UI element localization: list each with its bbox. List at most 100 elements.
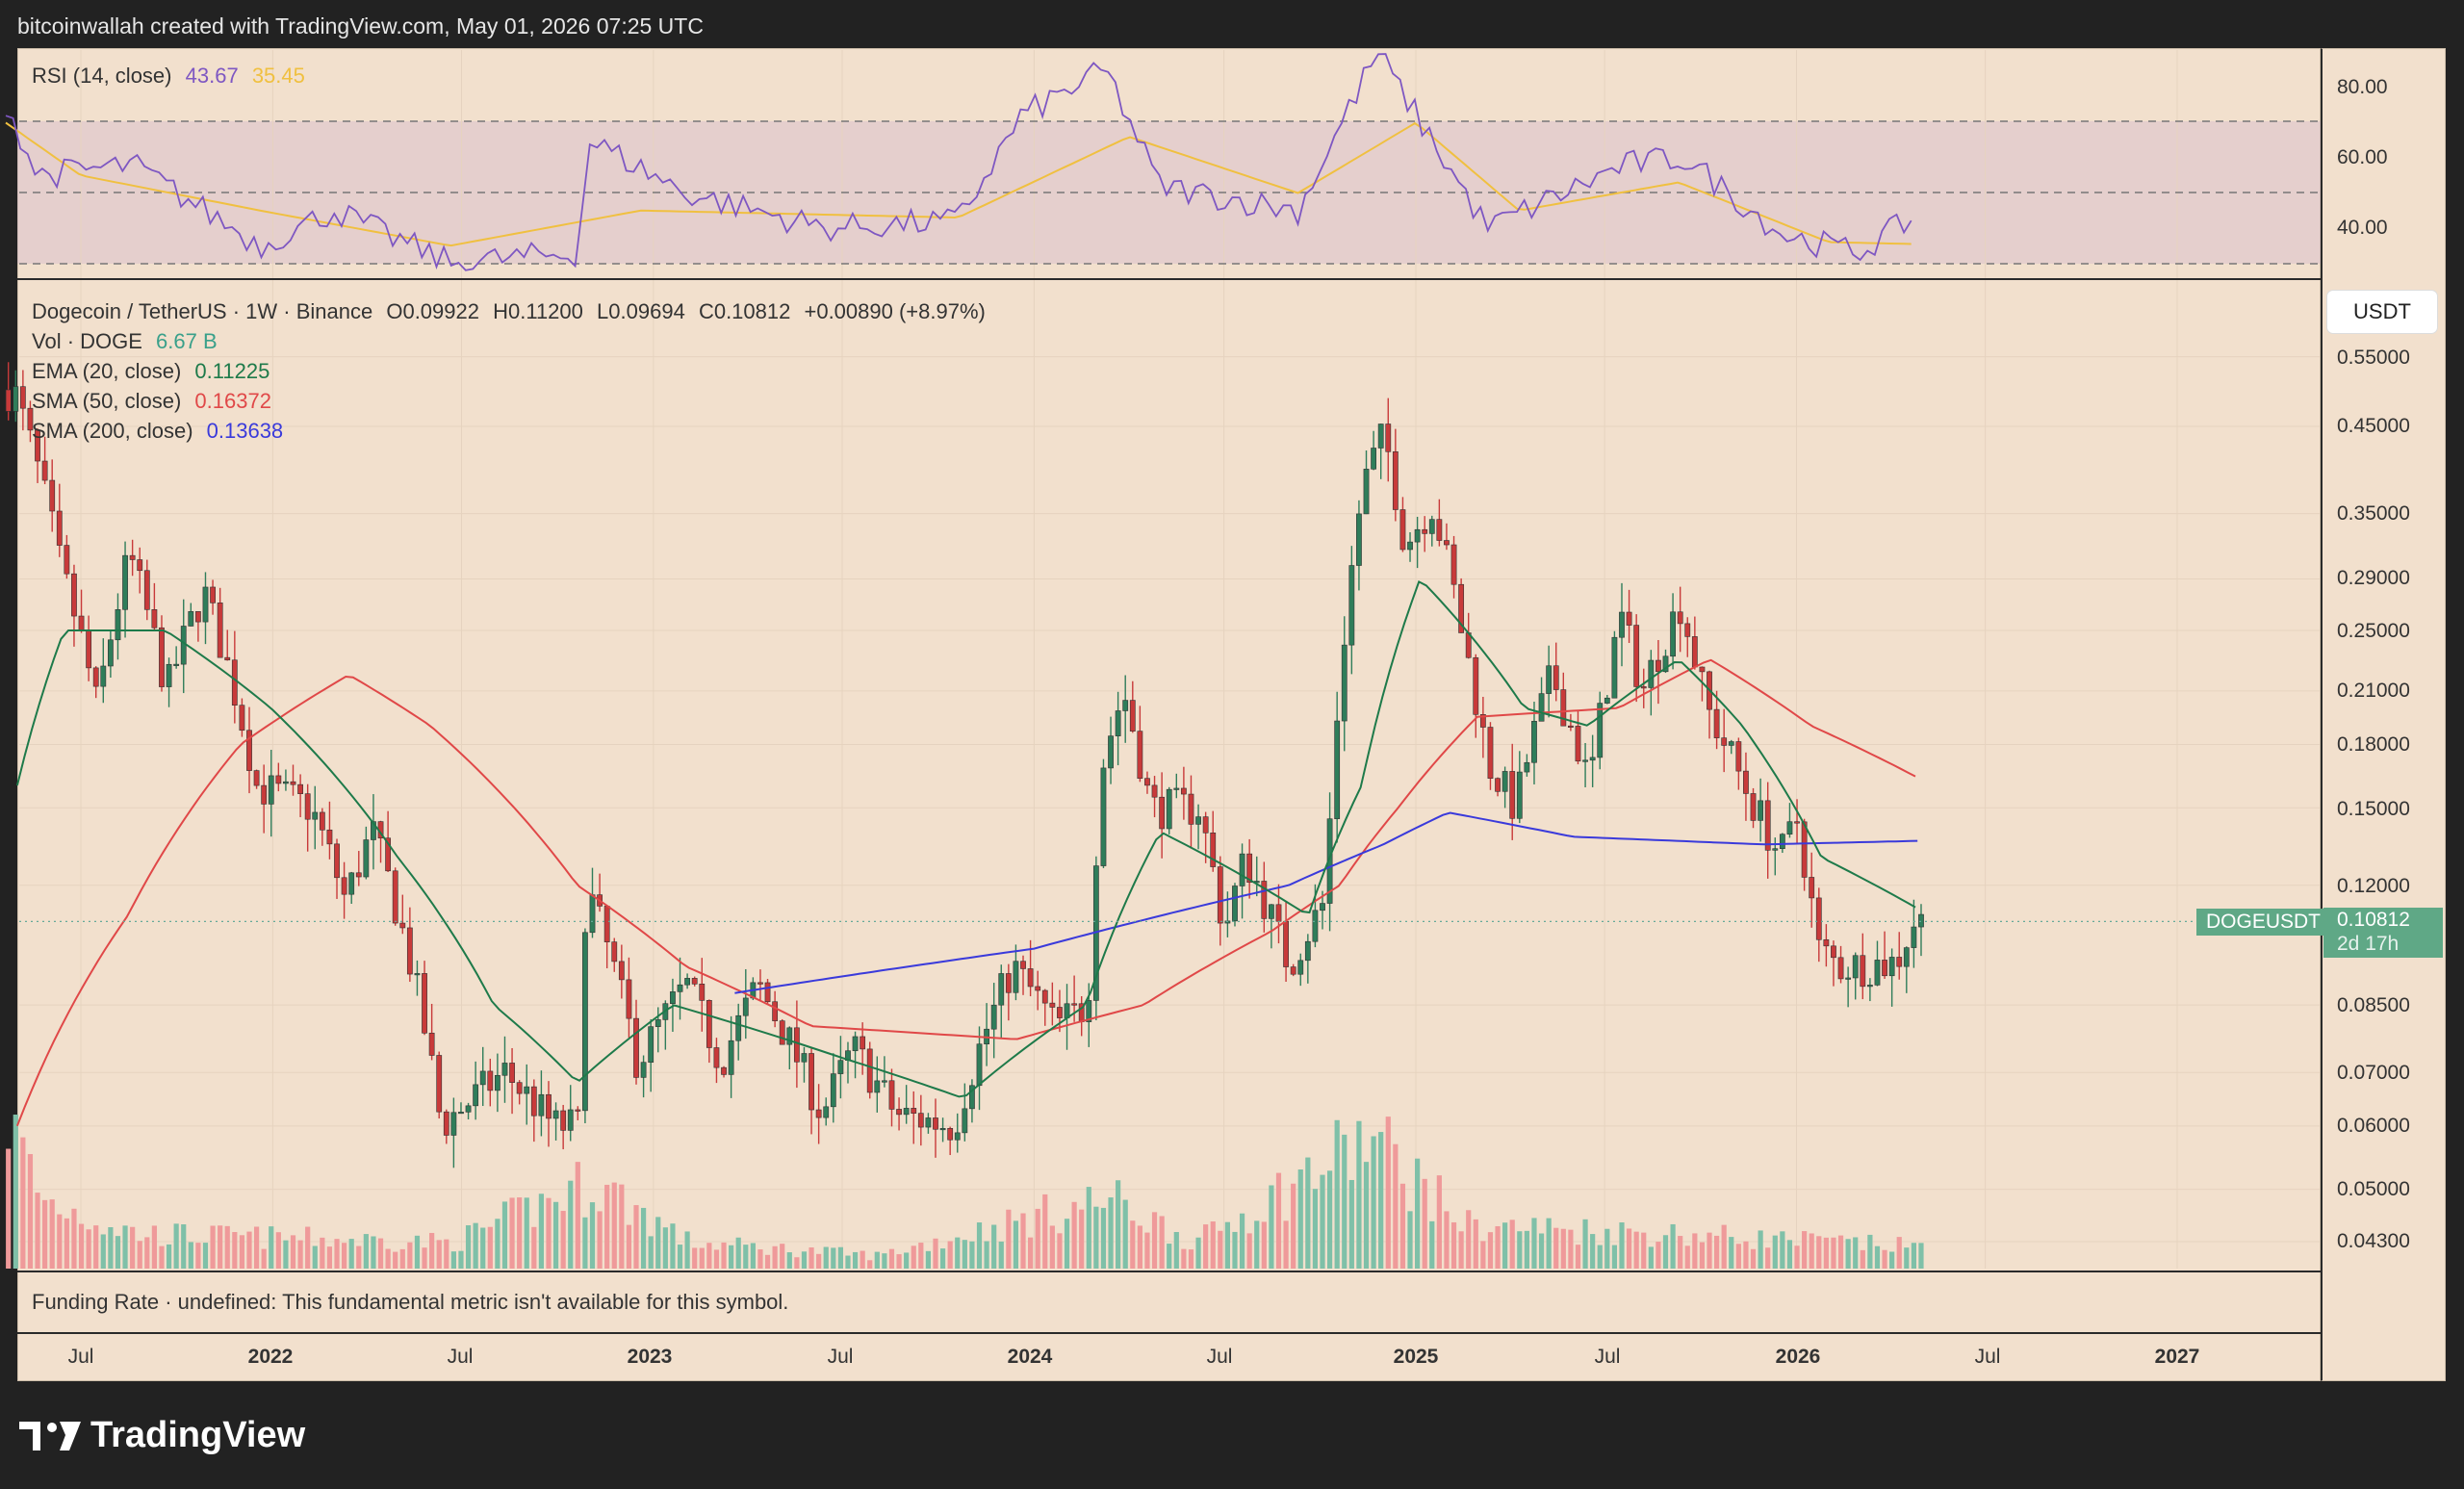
candle-body xyxy=(78,615,85,631)
volume-bar xyxy=(1860,1249,1865,1269)
volume-bar xyxy=(363,1234,369,1269)
candle-body xyxy=(728,1040,734,1075)
candle-body xyxy=(874,1080,881,1093)
volume-bar xyxy=(729,1245,734,1269)
volume-bar xyxy=(1729,1237,1734,1269)
volume-bar xyxy=(1633,1231,1639,1269)
volume-bar xyxy=(1261,1221,1267,1269)
volume-bar xyxy=(232,1232,238,1269)
low-label: L xyxy=(597,299,609,323)
price-axis-label: 0.45000 xyxy=(2337,415,2410,437)
candle-body xyxy=(173,663,180,666)
candle-body xyxy=(699,984,706,1001)
candle-body xyxy=(1304,940,1311,962)
volume-bar xyxy=(1137,1225,1142,1269)
volume-bar xyxy=(1662,1235,1669,1269)
volume-bar xyxy=(1348,1179,1354,1269)
volume-bar xyxy=(1218,1230,1223,1269)
candle-body xyxy=(92,667,99,687)
volume-bar xyxy=(991,1224,997,1269)
candle-body xyxy=(713,1047,720,1068)
rsi-line xyxy=(5,53,1912,271)
candle-body xyxy=(976,1043,983,1087)
candle-body xyxy=(575,1109,581,1112)
symbol-name[interactable]: Dogecoin / TetherUS · 1W · Binance xyxy=(32,299,373,323)
volume-bar xyxy=(1648,1246,1654,1269)
candle-body xyxy=(180,626,187,665)
price-axis[interactable] xyxy=(2321,48,2446,1381)
volume-bar xyxy=(130,1226,136,1269)
candle-body xyxy=(1261,881,1268,919)
volume-bar xyxy=(706,1243,712,1269)
volume-bar xyxy=(151,1225,157,1269)
candle-body xyxy=(1626,611,1632,626)
volume-bar xyxy=(1524,1230,1529,1269)
candle-body xyxy=(1721,737,1728,746)
candle-body xyxy=(560,1110,567,1131)
volume-bar xyxy=(1130,1220,1136,1269)
currency-button[interactable]: USDT xyxy=(2327,291,2437,333)
candle-body xyxy=(166,663,172,687)
volume-bar xyxy=(86,1229,91,1269)
candle-body xyxy=(516,1082,523,1094)
tradingview-logo[interactable]: TradingView xyxy=(19,1415,305,1456)
candle-body xyxy=(86,630,92,669)
candle-body xyxy=(1363,469,1370,515)
volume-bar xyxy=(589,1202,596,1269)
volume-bar xyxy=(816,1253,822,1269)
volume-bar xyxy=(808,1247,814,1269)
candle-body xyxy=(939,1127,946,1131)
candle-body xyxy=(1122,700,1129,711)
volume-bar xyxy=(173,1223,179,1269)
volume-bar xyxy=(356,1245,362,1269)
candle-body xyxy=(406,927,413,975)
candle-body xyxy=(509,1063,515,1083)
volume-bar xyxy=(253,1226,260,1269)
volume-bar xyxy=(1713,1235,1720,1269)
candle-body xyxy=(524,1086,530,1094)
sma200-label: SMA (200, close) xyxy=(32,419,193,443)
volume-bar xyxy=(1582,1219,1588,1269)
price-axis-label: 0.08500 xyxy=(2337,994,2410,1016)
candle-body xyxy=(1027,968,1034,988)
candle-body xyxy=(1487,727,1494,779)
volume-bar xyxy=(1809,1233,1814,1269)
volume-bar xyxy=(1692,1233,1698,1269)
candle-body xyxy=(990,1004,997,1030)
candle-body xyxy=(1166,788,1172,830)
volume-bar xyxy=(1831,1237,1836,1269)
volume-bar xyxy=(1122,1199,1128,1269)
candle-body xyxy=(1648,659,1655,688)
candle-body xyxy=(217,603,223,658)
volume-bar xyxy=(195,1243,201,1269)
candle-body xyxy=(1348,565,1355,646)
candle-body xyxy=(757,982,763,985)
volume-bar xyxy=(297,1240,303,1269)
candle-body xyxy=(1377,424,1384,449)
volume-bar xyxy=(1896,1237,1902,1269)
volume-bar xyxy=(320,1237,325,1269)
volume-bar xyxy=(1399,1183,1406,1269)
volume-bar xyxy=(1444,1211,1450,1269)
volume-bar xyxy=(1495,1226,1501,1269)
candle-body xyxy=(1750,793,1757,821)
time-axis-label: Jul xyxy=(67,1346,94,1368)
volume-bar xyxy=(1312,1189,1319,1269)
bar-countdown: 2d 17h xyxy=(2337,933,2400,955)
candle-body xyxy=(1341,644,1348,722)
low-value: 0.09694 xyxy=(608,299,685,323)
open-value: 0.09922 xyxy=(402,299,479,323)
candle-body xyxy=(1882,960,1887,977)
candle-body xyxy=(1399,509,1406,551)
volume-bar xyxy=(407,1242,413,1269)
volume-bar xyxy=(911,1245,916,1269)
candle-body xyxy=(881,1080,887,1083)
volume-bar xyxy=(1911,1243,1916,1269)
sma200-line xyxy=(734,811,1918,994)
pane-separator-funding xyxy=(17,1271,2321,1272)
candle-body xyxy=(5,389,12,412)
candle-body xyxy=(1874,960,1881,986)
candle-body xyxy=(1422,528,1428,534)
volume-legend: Vol · DOGE 6.67 B xyxy=(32,329,225,354)
